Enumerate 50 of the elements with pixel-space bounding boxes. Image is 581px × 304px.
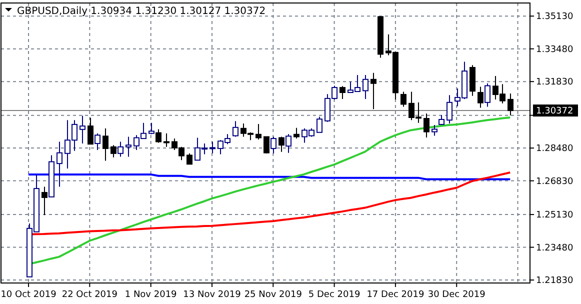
candlestick (256, 124, 262, 140)
candlestick (278, 136, 284, 152)
candlestick (42, 186, 48, 216)
y-tick-label: 1.21830 (536, 276, 574, 286)
candlestick (164, 132, 170, 148)
candlestick (340, 86, 346, 100)
candlestick (102, 128, 108, 162)
candlestick (88, 117, 94, 145)
candlestick (508, 92, 514, 116)
candlestick (294, 127, 300, 140)
candlestick (264, 136, 270, 154)
candlestick (478, 86, 484, 108)
candlestick (56, 141, 62, 188)
candlestick (432, 124, 438, 136)
candlestick (156, 128, 162, 144)
candlestick (270, 136, 276, 154)
candlestick (370, 72, 376, 110)
candlestick (424, 113, 430, 138)
candlestick (186, 152, 192, 165)
candlestick (470, 64, 476, 96)
x-tick-label: 10 Oct 2019 (0, 290, 57, 300)
candlestick (94, 132, 100, 151)
y-tick-label: 1.33480 (536, 44, 574, 55)
candlestick (126, 136, 132, 158)
x-tick-label: 17 Dec 2019 (366, 290, 424, 300)
x-tick-label: 1 Nov 2019 (124, 290, 178, 300)
candlestick (210, 141, 216, 154)
candlestick (400, 91, 406, 108)
y-tick-label: 1.35130 (536, 12, 574, 22)
candlestick (110, 144, 116, 158)
x-tick-label: 5 Dec 2019 (308, 290, 360, 300)
y-tick-label: 1.31830 (536, 78, 574, 88)
x-tick-label: 22 Oct 2019 (62, 290, 118, 300)
x-tick-label: 30 Dec 2019 (428, 290, 486, 300)
y-tick-label: 1.26830 (536, 176, 574, 187)
candlestick (232, 120, 238, 138)
x-tick-label: 13 Nov 2019 (183, 290, 242, 300)
candlestick (362, 74, 368, 100)
candlestick (80, 115, 86, 144)
candlestick (484, 82, 490, 108)
chart-title: GBPUSD,Daily 1.30934 1.31230 1.30127 1.30372 (17, 6, 266, 17)
y-tick-label: 1.25130 (536, 210, 574, 221)
y-tick-label: 1.28480 (536, 144, 574, 154)
candlestick (316, 116, 322, 133)
candlestick (118, 141, 124, 158)
y-tick-label: 1.23480 (536, 243, 574, 254)
ref-line-label: 1.30372 (536, 106, 574, 117)
candlestick (286, 134, 292, 154)
x-tick-label: 25 Nov 2019 (244, 290, 302, 300)
candlestick (446, 94, 452, 124)
